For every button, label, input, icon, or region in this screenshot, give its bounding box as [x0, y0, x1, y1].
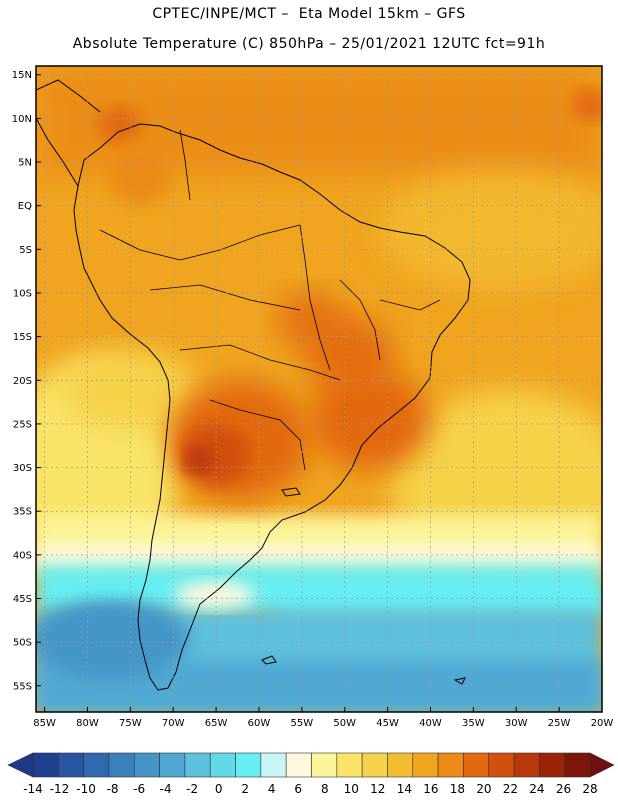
lon-tick-label: 65W	[205, 718, 228, 729]
lat-tick-label: 10N	[12, 114, 32, 125]
colorbar-label: 24	[529, 782, 544, 796]
colorbar-label: -4	[160, 782, 172, 796]
colorbar-label: 26	[556, 782, 571, 796]
colorbar-label: 14	[397, 782, 412, 796]
colorbar-label: -12	[50, 782, 70, 796]
colorbar-label: 28	[582, 782, 597, 796]
colorbar-swatch	[209, 752, 236, 778]
colorbar-swatch	[235, 752, 262, 778]
colorbar-label: 4	[268, 782, 276, 796]
lat-tick-label: 5S	[19, 245, 32, 256]
lat-tick-label: 25S	[13, 419, 32, 430]
lat-tick-label: 5N	[18, 158, 32, 169]
map-title: CPTEC/INPE/MCT – Eta Model 15km – GFS	[152, 6, 466, 22]
colorbar-swatch	[311, 752, 338, 778]
lat-tick-label: EQ	[18, 201, 32, 212]
colorbar-label: 18	[450, 782, 465, 796]
lon-tick-label: 45W	[376, 718, 399, 729]
lat-tick-label: 15N	[12, 70, 32, 81]
lon-tick-label: 75W	[119, 718, 142, 729]
colorbar-high-arrow	[589, 752, 615, 778]
colorbar-swatch	[285, 752, 312, 778]
colorbar-swatch	[564, 752, 591, 778]
lat-tick-label: 15S	[13, 332, 32, 343]
latitude-axis: 15N 10N 5N EQ 5S 10S 15S 20S 25S 30S 35S 40S 45S 50S 5…	[12, 70, 41, 692]
colorbar-swatch	[539, 752, 565, 778]
map-subtitle: Absolute Temperature (C) 850hPa – 25/01/…	[72, 36, 546, 52]
colorbar-label: -14	[23, 782, 43, 796]
lon-tick-label: 85W	[33, 718, 56, 729]
coastline-outlines	[36, 79, 471, 691]
lon-tick-label: 25W	[548, 718, 571, 729]
colorbar-swatch	[133, 752, 160, 778]
lon-tick-label: 80W	[76, 718, 99, 729]
lat-tick-label: 40S	[13, 550, 32, 561]
colorbar-swatch	[361, 752, 388, 778]
lat-tick-label: 20S	[13, 376, 32, 387]
colorbar-swatch	[184, 752, 211, 778]
colorbar-swatch	[412, 752, 439, 778]
lon-tick-label: 55W	[291, 718, 314, 729]
lat-tick-label: 30S	[13, 463, 32, 474]
lon-tick-label: 30W	[505, 718, 528, 729]
colorbar-swatch	[387, 752, 414, 778]
lon-tick-label: 35W	[462, 718, 485, 729]
colorbar-label: 16	[423, 782, 438, 796]
colorbar-label: 0	[215, 782, 223, 796]
lon-tick-label: 70W	[162, 718, 185, 729]
colorbar-swatch	[32, 752, 59, 778]
colorbar-label: 6	[294, 782, 302, 796]
lat-tick-label: 45S	[13, 594, 32, 605]
colorbar-label: 8	[321, 782, 329, 796]
colorbar-label: 2	[241, 782, 249, 796]
colorbar-label: -6	[133, 782, 145, 796]
temperature-colorbar: -14 -12 -10 -8 -6 -4 -2 0 2 4 6 8 10 12 14 16 18 20 22 24 26…	[7, 752, 615, 796]
longitude-axis: 85W 80W 75W 70W 65W 60W 55W 50W 45W 40W 35W 30W 25W 2…	[33, 707, 613, 729]
lat-tick-label: 35S	[13, 507, 32, 518]
lat-tick-label: 10S	[13, 288, 32, 299]
colorbar-swatch	[159, 752, 186, 778]
lon-tick-label: 60W	[248, 718, 271, 729]
lon-tick-label: 40W	[419, 718, 442, 729]
colorbar-swatch	[437, 752, 464, 778]
colorbar-swatch	[58, 752, 84, 778]
lat-tick-label: 50S	[13, 638, 32, 649]
map-frame	[35, 65, 603, 713]
lon-tick-label: 50W	[333, 718, 356, 729]
country-borders	[99, 129, 441, 471]
colorbar-label: 10	[344, 782, 359, 796]
colorbar-swatch	[108, 752, 135, 778]
colorbar-label: 12	[370, 782, 385, 796]
colorbar-swatch	[260, 752, 287, 778]
colorbar-swatch	[513, 752, 540, 778]
lon-tick-label: 20W	[591, 718, 614, 729]
colorbar-label: -10	[76, 782, 96, 796]
colorbar-label: -2	[186, 782, 198, 796]
colorbar-label: 22	[503, 782, 518, 796]
colorbar-label: 20	[476, 782, 491, 796]
map-gridlines	[36, 66, 602, 712]
colorbar-swatch	[83, 752, 110, 778]
colorbar-label: -8	[107, 782, 119, 796]
colorbar-swatch	[488, 752, 515, 778]
temperature-field	[36, 66, 602, 712]
lat-tick-label: 55S	[13, 681, 32, 692]
colorbar-low-arrow	[7, 752, 34, 778]
colorbar-swatch	[336, 752, 363, 778]
colorbar-swatch	[463, 752, 490, 778]
